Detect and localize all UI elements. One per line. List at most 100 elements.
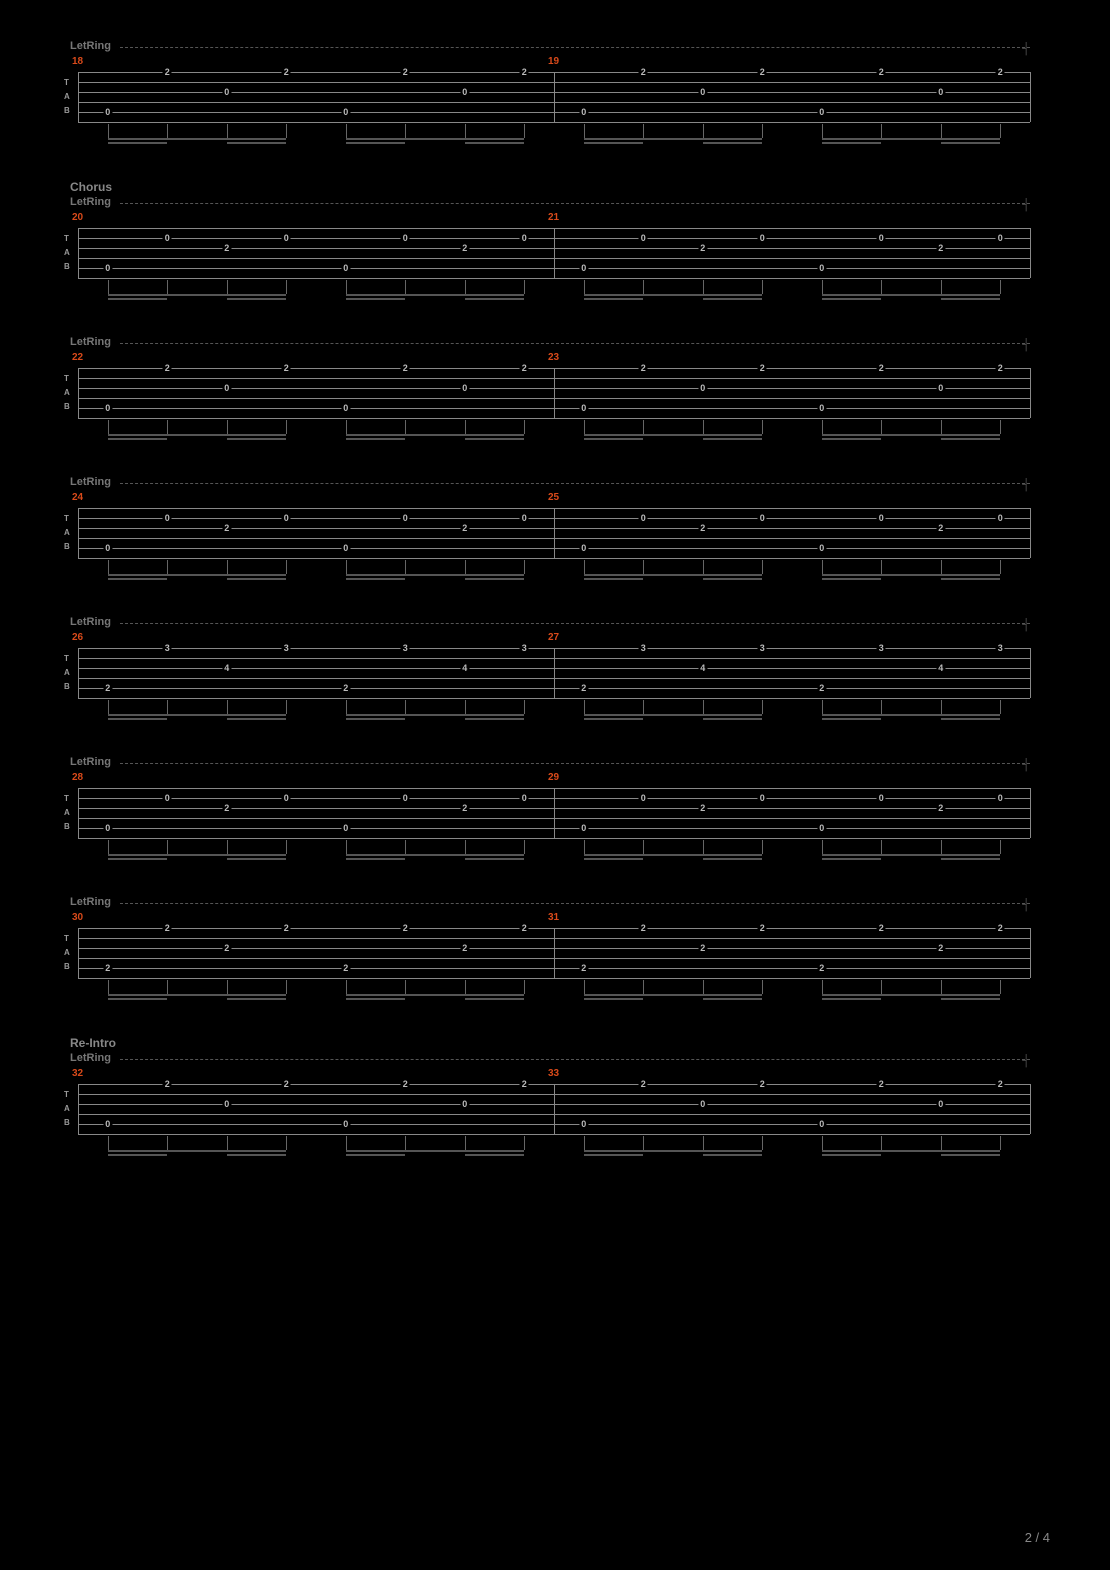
bar-number: 20: [72, 212, 83, 223]
note-stem: [1000, 700, 1001, 714]
note-stem: [227, 124, 228, 138]
bar-number: 18: [72, 56, 83, 67]
beam-group: [346, 854, 525, 856]
fret-number: 2: [877, 1079, 886, 1089]
note-stem: [286, 980, 287, 994]
beam-secondary: [941, 718, 1001, 720]
tab-staff: TAB0202020202020202: [60, 368, 1050, 428]
note-stem: [108, 1136, 109, 1150]
note-stem: [881, 420, 882, 434]
letring-dashline: [120, 763, 1030, 764]
beam-secondary: [941, 438, 1001, 440]
fret-number: 2: [460, 803, 469, 813]
beam-secondary: [346, 298, 406, 300]
fret-number: 2: [520, 923, 529, 933]
beam-secondary: [822, 142, 882, 144]
fret-number: 0: [698, 383, 707, 393]
bar-number: 30: [72, 912, 83, 923]
string-line: [78, 418, 1030, 419]
note-stem: [108, 700, 109, 714]
note-stem: [703, 1136, 704, 1150]
tab-clef: TAB: [60, 228, 78, 288]
letring-end-icon: ┤: [1022, 759, 1030, 771]
note-stem: [108, 420, 109, 434]
beam-group: [346, 294, 525, 296]
note-stem: [465, 1136, 466, 1150]
fret-number: 0: [222, 383, 231, 393]
fret-number: 0: [579, 823, 588, 833]
letring-end-icon: ┤: [1022, 1055, 1030, 1067]
fret-number: 2: [936, 243, 945, 253]
fret-number: 0: [579, 403, 588, 413]
tab-clef: TAB: [60, 72, 78, 132]
fret-number: 2: [282, 923, 291, 933]
note-stem: [227, 560, 228, 574]
beam-secondary: [108, 438, 168, 440]
letring-label: LetRing: [70, 896, 111, 908]
note-stem: [1000, 840, 1001, 854]
beam-area: [78, 840, 1030, 862]
staff-block: LetRing┤2223TAB0202020202020202: [60, 336, 1050, 428]
fret-number: 0: [520, 513, 529, 523]
section-label: Re-Intro: [70, 1036, 1050, 1050]
letring-dashline: [120, 903, 1030, 904]
fret-number: 0: [817, 823, 826, 833]
letring-dashline: [120, 47, 1030, 48]
note-stem: [227, 280, 228, 294]
beam-group: [108, 714, 287, 716]
beam-group: [108, 434, 287, 436]
note-stem: [465, 700, 466, 714]
note-stem: [405, 124, 406, 138]
fret-number: 2: [936, 523, 945, 533]
fret-number: 2: [639, 363, 648, 373]
fret-number: 0: [520, 793, 529, 803]
fret-number: 2: [579, 683, 588, 693]
note-stem: [108, 124, 109, 138]
fret-number: 0: [639, 233, 648, 243]
note-stem: [167, 420, 168, 434]
fret-number: 2: [996, 67, 1005, 77]
bar-line: [1030, 508, 1031, 558]
beam-group: [822, 294, 1001, 296]
fret-number: 2: [103, 963, 112, 973]
note-stem: [167, 124, 168, 138]
tab-clef: TAB: [60, 1084, 78, 1144]
note-stem: [822, 280, 823, 294]
note-stem: [108, 280, 109, 294]
beam-secondary: [703, 578, 763, 580]
beam-secondary: [108, 858, 168, 860]
note-stem: [227, 420, 228, 434]
fret-number: 2: [163, 923, 172, 933]
beam-group: [346, 1150, 525, 1152]
fret-number: 2: [460, 523, 469, 533]
note-stem: [822, 840, 823, 854]
beam-secondary: [941, 578, 1001, 580]
beam-group: [822, 434, 1001, 436]
fret-number: 0: [341, 403, 350, 413]
bar-line: [78, 72, 79, 122]
fret-number: 2: [163, 1079, 172, 1089]
note-stem: [703, 980, 704, 994]
letring-dashline: [120, 343, 1030, 344]
bar-line: [78, 928, 79, 978]
bar-line: [78, 648, 79, 698]
note-stem: [346, 980, 347, 994]
bar-line: [1030, 788, 1031, 838]
tab-clef-letter: T: [64, 234, 69, 243]
note-stem: [286, 560, 287, 574]
letring-dashline: [120, 483, 1030, 484]
beam-secondary: [465, 142, 525, 144]
note-stem: [167, 1136, 168, 1150]
note-stem: [703, 124, 704, 138]
beam-secondary: [703, 998, 763, 1000]
note-stem: [703, 420, 704, 434]
beam-secondary: [465, 438, 525, 440]
fret-number: 0: [758, 233, 767, 243]
fret-number: 2: [460, 243, 469, 253]
fret-number: 2: [936, 803, 945, 813]
bar-number-row: 3031: [60, 912, 1050, 926]
note-stem: [703, 700, 704, 714]
fret-number: 2: [460, 943, 469, 953]
beam-group: [584, 854, 763, 856]
note-stem: [822, 420, 823, 434]
